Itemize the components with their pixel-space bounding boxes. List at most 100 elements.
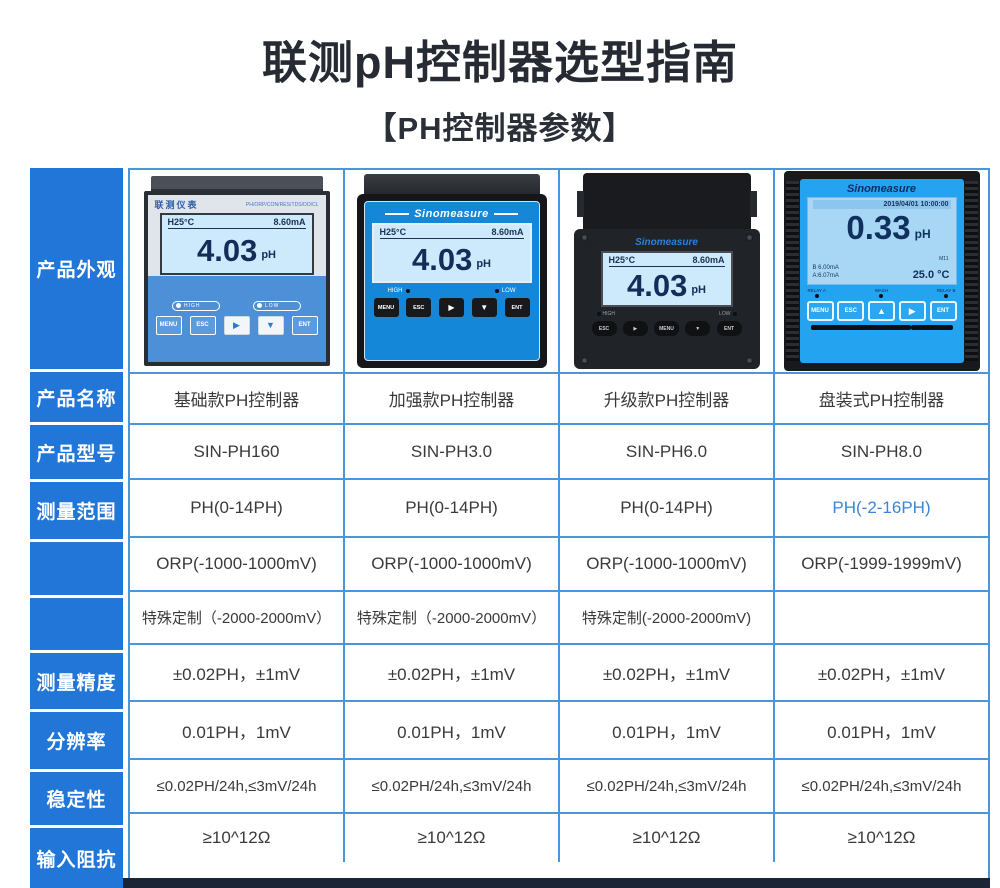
- row-header-impedance: 输入阻抗: [30, 828, 123, 888]
- device-lcd-screen: 2019/04/01 10:00:00 0.33 pH M11 B 6.00mA…: [806, 197, 957, 285]
- device-brand-label: 联测仪表: [154, 200, 199, 210]
- cell-custom-range: 特殊定制（-2000-2000mV）: [141, 610, 332, 627]
- row-header-resolution: 分辨率: [30, 712, 123, 772]
- lcd-ph-unit: pH: [691, 284, 706, 296]
- cell-ph-range: PH(0-14PH): [190, 498, 283, 517]
- cell-product-name: 盘装式PH控制器: [773, 374, 988, 423]
- row-orp-range: ORP(-1000-1000mV) ORP(-1000-1000mV) ORP(…: [130, 536, 988, 590]
- device-lcd-screen: H25°C 8.60mA 4.03 pH: [600, 251, 733, 307]
- cell-resolution: 0.01PH，1mV: [182, 722, 291, 742]
- lcd-temp: H25°C: [379, 227, 407, 237]
- ent-button: ENT: [291, 315, 318, 335]
- high-indicator: HIGH: [388, 288, 410, 294]
- relay-a-indicator: RELAY A: [808, 288, 826, 298]
- lcd-datetime: 2019/04/01 10:00:00: [812, 200, 951, 209]
- terminal-slot: [910, 325, 953, 330]
- product-image-basic: 联测仪表 PH/ORP/CON/RES/TDS/DO/CL H25°C 8.60…: [130, 170, 343, 372]
- lcd-ph-unit: pH: [476, 258, 491, 270]
- cell-orp-range: ORP(-1999-1999mV): [773, 538, 988, 590]
- spec-grid: 联测仪表 PH/ORP/CON/RES/TDS/DO/CL H25°C 8.60…: [128, 168, 990, 888]
- down-arrow-button: ▼: [257, 315, 284, 335]
- device-upgraded-controller: Sinomeasure H25°C 8.60mA 4.03 pH: [573, 173, 760, 369]
- cell-custom-range: 特殊定制(-2000-2000mV): [558, 592, 773, 643]
- lcd-ph-value: 4.03: [411, 241, 473, 277]
- device-front-panel: 联测仪表 PH/ORP/CON/RES/TDS/DO/CL H25°C 8.60…: [143, 191, 330, 366]
- row-custom-range: 特殊定制（-2000-2000mV） 特殊定制（-2000-2000mV） 特殊…: [130, 590, 988, 643]
- right-arrow-button: ▶: [223, 315, 250, 335]
- device-basic-controller: 联测仪表 PH/ORP/CON/RES/TDS/DO/CL H25°C 8.60…: [143, 176, 330, 366]
- screw-icon: [580, 234, 588, 241]
- lcd-output-currents: B 6.00mA A:6.07mA: [812, 265, 839, 280]
- cell-orp-range: ORP(-1000-1000mV): [156, 554, 317, 573]
- row-header-model: 产品型号: [30, 425, 123, 482]
- screw-icon: [745, 357, 753, 364]
- row-product-model: SIN-PH160 SIN-PH3.0 SIN-PH6.0 SIN-PH8.0: [130, 423, 988, 478]
- cell-stability: ≤0.02PH/24h,≤3mV/24h: [156, 777, 317, 795]
- menu-button: MENU: [654, 321, 679, 336]
- row-header-accuracy: 测量精度: [30, 653, 123, 712]
- lcd-current: 8.60mA: [491, 227, 524, 237]
- lcd-ph-unit: pH: [914, 227, 931, 241]
- high-indicator: HIGH: [172, 300, 220, 311]
- lcd-current: 8.60mA: [273, 217, 306, 227]
- up-arrow-button: ▲: [868, 301, 895, 321]
- device-panel-controller: Sinomeasure 2019/04/01 10:00:00 0.33 pH …: [783, 171, 980, 371]
- cell-model: SIN-PH6.0: [558, 425, 773, 478]
- device-lcd-screen: H25°C 8.60mA 4.03 pH: [159, 213, 314, 275]
- cell-custom-range: 特殊定制（-2000-2000mV）: [343, 592, 558, 643]
- lcd-ph-value: 4.03: [626, 267, 688, 303]
- esc-button: ESC: [406, 298, 432, 317]
- cell-ph-range: PH(0-14PH): [558, 480, 773, 536]
- lcd-temp: 25.0 °C: [912, 269, 950, 281]
- cell-custom-range: [773, 592, 988, 643]
- ent-button: ENT: [929, 301, 957, 321]
- device-top-cap: [363, 174, 540, 194]
- lcd-ph-unit: pH: [261, 249, 276, 261]
- device-enhanced-controller: Sinomeasure H25°C 8.60mA 4.03: [356, 174, 547, 368]
- screw-icon: [580, 357, 588, 364]
- right-arrow-button: ▶: [898, 301, 926, 321]
- wash-indicator: WASH: [875, 288, 888, 298]
- row-stability: ≤0.02PH/24h,≤3mV/24h ≤0.02PH/24h,≤3mV/24…: [130, 758, 988, 812]
- lcd-ph-value: 4.03: [196, 232, 258, 268]
- cell-accuracy: ±0.02PH，±1mV: [558, 645, 773, 700]
- cell-impedance: ≥10^12Ω: [343, 814, 558, 862]
- down-arrow-button: ▼: [685, 321, 711, 336]
- cell-orp-range: ORP(-1000-1000mV): [558, 538, 773, 590]
- row-header-appearance: 产品外观: [30, 168, 123, 372]
- row-header-blank-2: [30, 598, 123, 653]
- product-image-upgraded: Sinomeasure H25°C 8.60mA 4.03 pH: [558, 170, 773, 372]
- row-header-stability: 稳定性: [30, 772, 123, 828]
- cell-product-name: 升级款PH控制器: [558, 374, 773, 423]
- row-product-name: 基础款PH控制器 加强款PH控制器 升级款PH控制器 盘装式PH控制器: [130, 372, 988, 423]
- device-lcd-screen: H25°C 8.60mA 4.03 pH: [371, 223, 532, 283]
- spec-table: 产品外观 产品名称 产品型号 测量范围 测量精度 分辨率 稳定性 输入阻抗 联测…: [30, 168, 990, 888]
- row-ph-range: PH(0-14PH) PH(0-14PH) PH(0-14PH) PH(-2-1…: [130, 478, 988, 536]
- product-image-panel-mount: Sinomeasure 2019/04/01 10:00:00 0.33 pH …: [773, 170, 988, 372]
- lcd-temp: H25°C: [167, 217, 195, 227]
- screw-icon: [745, 234, 753, 241]
- cell-product-name: 基础款PH控制器: [173, 391, 300, 410]
- row-accuracy: ±0.02PH，±1mV ±0.02PH，±1mV ±0.02PH，±1mV ±…: [130, 643, 988, 700]
- low-indicator: LOW: [719, 311, 737, 317]
- device-brand-label: Sinomeasure: [846, 183, 917, 195]
- cell-resolution: 0.01PH，1mV: [558, 702, 773, 758]
- lcd-mode: M11: [939, 256, 949, 262]
- low-indicator: LOW: [253, 300, 301, 311]
- row-header-blank-1: [30, 542, 123, 598]
- right-arrow-button: ▶: [622, 321, 648, 336]
- cell-accuracy: ±0.02PH，±1mV: [343, 645, 558, 700]
- device-front-panel: Sinomeasure H25°C 8.60mA 4.03 pH: [573, 229, 760, 369]
- cell-model: SIN-PH160: [193, 441, 280, 461]
- device-param-label: PH/ORP/CON/RES/TDS/DO/CL: [245, 201, 319, 208]
- right-arrow-button: ▶: [439, 298, 464, 317]
- menu-button: MENU: [155, 315, 182, 335]
- cell-ph-range: PH(0-14PH): [343, 480, 558, 536]
- page-title: 联测pH控制器选型指南: [262, 37, 738, 88]
- section-divider-bar: [123, 878, 990, 888]
- esc-button: ESC: [189, 315, 216, 335]
- device-front-panel: Sinomeasure H25°C 8.60mA 4.03: [363, 201, 540, 361]
- row-header-name: 产品名称: [30, 372, 123, 425]
- device-brand-label: Sinomeasure: [635, 237, 698, 248]
- row-resolution: 0.01PH，1mV 0.01PH，1mV 0.01PH，1mV 0.01PH，…: [130, 700, 988, 758]
